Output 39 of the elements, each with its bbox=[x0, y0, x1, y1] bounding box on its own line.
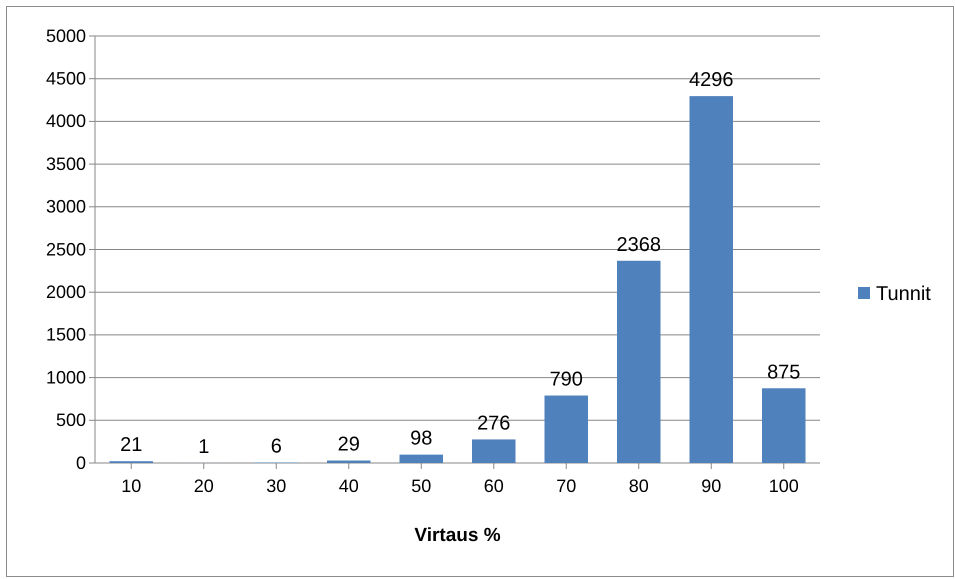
x-tick-label: 40 bbox=[338, 476, 359, 496]
y-tick-label: 2000 bbox=[46, 282, 86, 302]
y-tick-label: 500 bbox=[56, 410, 86, 430]
bar bbox=[762, 388, 806, 463]
data-label: 29 bbox=[338, 434, 360, 456]
x-tick-label: 10 bbox=[121, 476, 142, 496]
y-tick-label: 4000 bbox=[46, 111, 86, 132]
legend-label: Tunnit bbox=[876, 283, 932, 305]
x-tick-label: 70 bbox=[556, 476, 576, 496]
x-tick-label: 100 bbox=[768, 476, 799, 496]
bar bbox=[400, 454, 443, 463]
y-tick-label: 1500 bbox=[46, 324, 86, 345]
data-label: 276 bbox=[477, 412, 510, 434]
y-tick-label: 2500 bbox=[46, 239, 86, 260]
y-tick-label: 0 bbox=[76, 452, 86, 473]
y-tick-label: 3500 bbox=[46, 154, 86, 174]
x-tick-label: 30 bbox=[266, 476, 286, 496]
y-tick-label: 5000 bbox=[46, 26, 86, 46]
y-tick-label: 3000 bbox=[46, 196, 86, 217]
data-label: 875 bbox=[767, 361, 800, 384]
x-tick-label: 50 bbox=[411, 476, 432, 496]
x-tick-label: 60 bbox=[484, 476, 504, 496]
y-tick-label: 4500 bbox=[46, 68, 86, 88]
data-label: 4296 bbox=[689, 69, 734, 92]
data-label: 1 bbox=[198, 436, 210, 458]
y-tick-label: 1000 bbox=[46, 367, 86, 388]
bar bbox=[544, 396, 588, 463]
bar bbox=[690, 96, 733, 463]
bar bbox=[472, 439, 516, 463]
data-label: 98 bbox=[410, 428, 432, 450]
x-tick-label: 80 bbox=[628, 476, 649, 496]
x-tick-label: 20 bbox=[194, 476, 214, 496]
x-tick-label: 90 bbox=[701, 476, 722, 496]
x-axis-title: Virtaus % bbox=[414, 525, 501, 546]
data-label: 790 bbox=[550, 368, 583, 391]
data-label: 6 bbox=[270, 435, 282, 458]
bar bbox=[617, 260, 660, 463]
data-label: 21 bbox=[120, 434, 142, 456]
data-label: 2368 bbox=[616, 234, 661, 256]
